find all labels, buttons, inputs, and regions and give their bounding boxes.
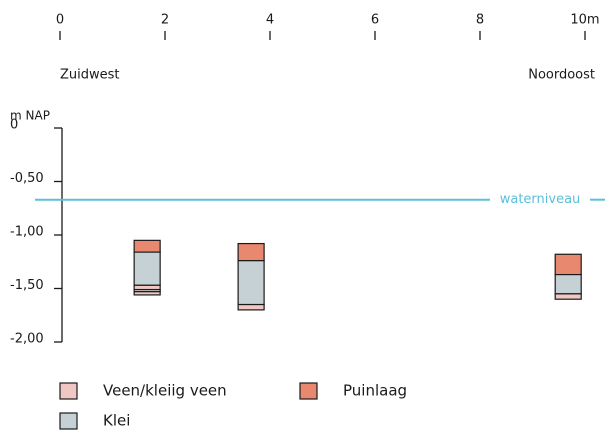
- right-label: Noordoost: [528, 68, 595, 83]
- soil-layer: [133, 291, 161, 296]
- legend-swatch: [59, 382, 78, 400]
- x-tick-label: 10m: [570, 13, 599, 28]
- x-tick-label: 6: [371, 13, 379, 28]
- soil-layer: [133, 284, 161, 291]
- soil-layer: [133, 239, 161, 253]
- soil-layer: [554, 293, 582, 300]
- x-tick-label: 4: [266, 13, 274, 28]
- y-tick-label: -1,00: [10, 225, 44, 240]
- x-tick-label: 2: [161, 13, 169, 28]
- soil-layer: [554, 253, 582, 276]
- x-tick-label: 8: [476, 13, 484, 28]
- soil-layer: [237, 303, 265, 311]
- y-tick-label: -0,50: [10, 171, 44, 186]
- legend-label: Veen/kleiig veen: [103, 382, 227, 400]
- legend-swatch: [299, 382, 318, 400]
- legend-swatch: [59, 412, 78, 430]
- y-tick-label: -2,00: [10, 332, 44, 347]
- legend-label: Puinlaag: [343, 382, 407, 400]
- x-tick-label: 0: [56, 13, 64, 28]
- soil-layer: [554, 273, 582, 295]
- y-axis-label: m NAP: [10, 109, 50, 123]
- legend-label: Klei: [103, 412, 130, 430]
- soil-layer: [133, 251, 161, 286]
- y-tick-label: -1,50: [10, 278, 44, 293]
- soil-layer: [237, 242, 265, 262]
- soil-layer: [237, 260, 265, 306]
- left-label: Zuidwest: [60, 68, 120, 83]
- water-label: waterniveau: [500, 192, 581, 207]
- y-tick-label: 0: [10, 118, 18, 133]
